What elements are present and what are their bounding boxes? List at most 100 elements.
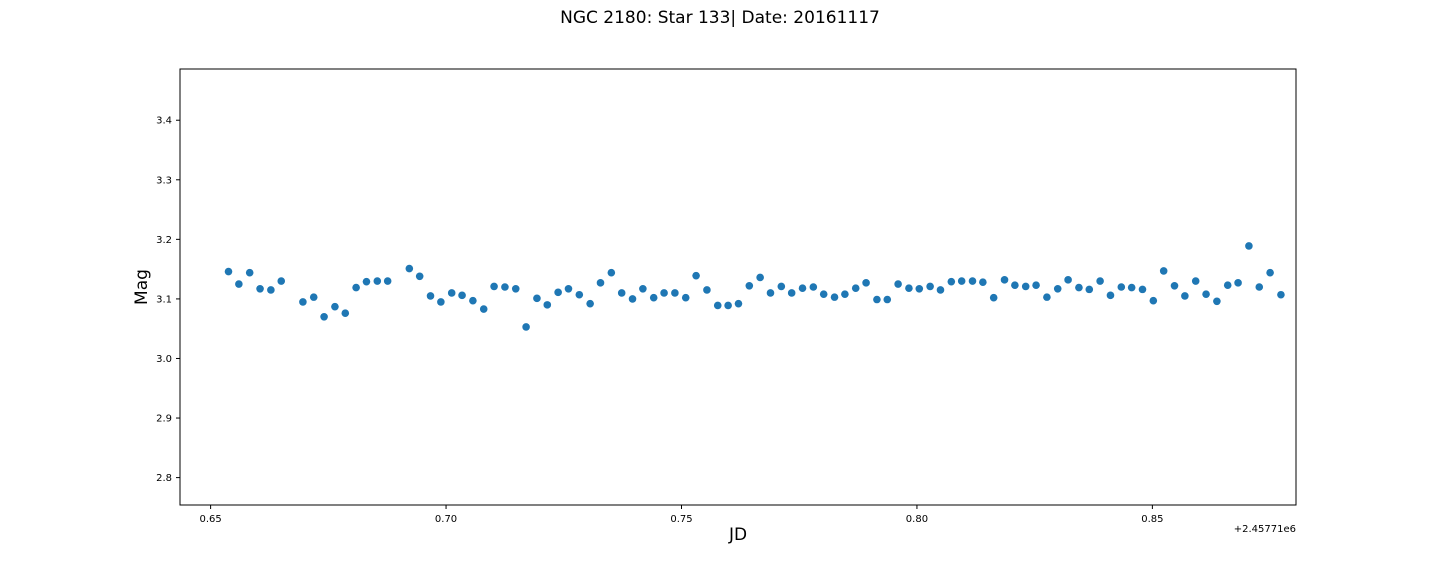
data-point — [522, 323, 530, 331]
data-point — [649, 293, 658, 302]
data-point — [415, 272, 424, 281]
x-tick-label: 0.85 — [1141, 514, 1163, 525]
data-point — [756, 273, 764, 282]
data-point — [501, 283, 509, 291]
data-point — [1277, 290, 1285, 299]
x-axis-label: JD — [728, 525, 747, 545]
data-point — [1223, 281, 1232, 290]
data-point — [1000, 276, 1009, 284]
data-point — [320, 312, 328, 321]
data-point — [617, 289, 626, 297]
data-point — [766, 289, 775, 297]
data-point — [373, 277, 382, 285]
data-point — [1266, 268, 1274, 277]
y-tick-label: 3.3 — [156, 175, 172, 186]
data-point — [490, 282, 498, 291]
data-point — [883, 295, 892, 304]
x-tick-label: 0.70 — [435, 514, 457, 525]
data-points — [224, 242, 1285, 331]
data-point — [724, 301, 732, 310]
data-point — [979, 278, 987, 287]
data-point — [1181, 292, 1189, 300]
data-point — [926, 282, 934, 291]
data-point — [1170, 282, 1179, 290]
data-point — [851, 284, 860, 292]
data-point — [862, 279, 870, 287]
data-point — [1032, 281, 1040, 290]
data-point — [819, 290, 828, 298]
data-point — [734, 299, 743, 308]
data-point — [437, 298, 445, 306]
data-point — [596, 279, 605, 287]
chart-title: NGC 2180: Star 133| Date: 20161117 — [560, 8, 880, 28]
data-point — [1191, 277, 1200, 285]
x-axis-offset-label: +2.45771e6 — [1234, 524, 1296, 535]
x-tick-label: 0.80 — [906, 514, 928, 525]
data-point — [564, 284, 573, 293]
data-point — [968, 277, 977, 285]
data-point — [299, 298, 307, 306]
data-point — [554, 288, 562, 297]
data-point — [1117, 283, 1126, 291]
data-point — [533, 294, 541, 303]
data-point — [447, 289, 456, 297]
data-point — [894, 280, 902, 288]
x-axis-ticks: 0.65 0.70 0.75 0.80 0.85 — [199, 505, 1164, 525]
data-point — [787, 289, 796, 297]
x-tick-label: 0.75 — [670, 514, 692, 525]
data-point — [543, 301, 552, 309]
data-point — [277, 277, 286, 285]
data-point — [936, 286, 945, 294]
x-tick-label: 0.65 — [199, 514, 221, 525]
data-point — [873, 295, 881, 304]
data-point — [841, 290, 849, 298]
data-point — [681, 293, 690, 302]
data-point — [405, 264, 414, 273]
data-point — [458, 291, 466, 300]
data-point — [341, 309, 350, 318]
data-point — [479, 305, 488, 313]
y-tick-label: 3.1 — [156, 294, 172, 305]
y-tick-label: 3.0 — [156, 354, 172, 365]
data-point — [1011, 281, 1019, 290]
y-tick-label: 3.2 — [156, 235, 172, 246]
data-point — [989, 293, 998, 302]
data-point — [798, 284, 807, 292]
data-point — [352, 283, 360, 292]
data-point — [1138, 285, 1147, 294]
data-point — [628, 295, 637, 303]
data-point — [1053, 284, 1062, 293]
data-point — [1234, 279, 1242, 287]
data-point — [1106, 291, 1115, 300]
data-point — [1075, 283, 1083, 292]
data-point — [224, 267, 233, 276]
data-point — [1202, 290, 1210, 298]
data-point — [1096, 277, 1104, 285]
y-tick-label: 3.4 — [156, 116, 172, 127]
data-point — [1127, 283, 1136, 292]
data-point — [671, 289, 679, 297]
data-point — [905, 284, 913, 292]
data-point — [309, 293, 318, 301]
data-point — [1255, 283, 1264, 291]
data-point — [1021, 282, 1030, 291]
data-point — [692, 271, 700, 280]
data-point — [256, 284, 264, 293]
data-point — [1043, 293, 1051, 301]
y-tick-label: 2.9 — [156, 414, 172, 425]
data-point — [575, 290, 584, 299]
data-point — [1245, 242, 1253, 250]
data-point — [1064, 276, 1072, 284]
data-point — [586, 299, 594, 308]
data-point — [703, 286, 711, 294]
data-point — [915, 284, 924, 293]
data-point — [745, 282, 754, 290]
data-point — [511, 284, 520, 293]
data-point — [607, 268, 616, 277]
plot-area-frame — [179, 68, 1297, 506]
data-point — [809, 283, 818, 291]
data-point — [426, 292, 435, 300]
data-point — [957, 277, 966, 285]
data-point — [1149, 296, 1158, 305]
data-point — [639, 284, 647, 293]
